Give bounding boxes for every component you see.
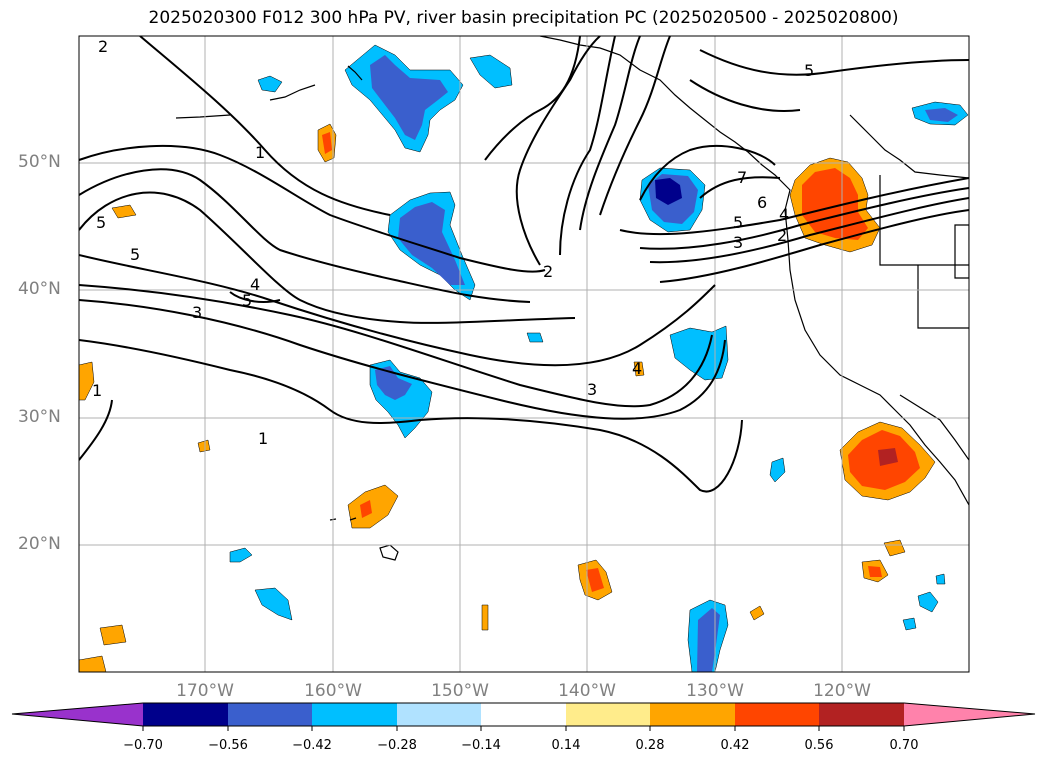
lon-label: 130°W — [686, 681, 744, 701]
colorbar-bin — [397, 703, 481, 726]
precip-negative-area — [229, 547, 253, 563]
contour-label: 5 — [242, 291, 252, 310]
precip-negative-area — [526, 332, 544, 343]
contour-label: 1 — [92, 381, 102, 400]
precip-negative-area — [902, 617, 917, 631]
map-title: 2025020300 F012 300 hPa PV, river basin … — [148, 8, 899, 28]
contour-label: 3 — [733, 233, 743, 252]
colorbar-tick-label: 0.14 — [551, 738, 581, 753]
precip-negative-area — [398, 202, 465, 285]
precip-positive-area — [111, 204, 137, 219]
precip-positive-area — [360, 500, 372, 518]
contour-label: 5 — [733, 213, 743, 232]
contour-label: 4 — [250, 275, 260, 294]
lat-label: 50°N — [18, 152, 61, 172]
contour-label: 5 — [130, 245, 140, 264]
contour-label: 3 — [192, 303, 202, 322]
lat-label: 40°N — [18, 279, 61, 299]
contour-label: 4 — [779, 205, 789, 224]
lon-label: 140°W — [558, 681, 616, 701]
lon-label: 160°W — [304, 681, 362, 701]
contour-label: 2 — [777, 226, 787, 245]
lat-label: 30°N — [18, 407, 61, 427]
precip-positive-area — [633, 361, 645, 377]
precip-negative-area — [669, 325, 729, 381]
contour-label: 1 — [255, 143, 265, 162]
colorbar-bin — [481, 703, 566, 726]
contour-label: 2 — [98, 37, 108, 56]
precip-negative-area — [254, 587, 293, 621]
precip-positive-area — [79, 361, 95, 401]
contour-label: 5 — [96, 213, 106, 232]
precip-positive-area — [802, 168, 868, 240]
precip-positive-area — [197, 439, 211, 453]
precip-negative-area — [257, 75, 283, 93]
colorbar-tick-label: 0.28 — [635, 738, 665, 753]
colorbar-bin — [143, 703, 228, 726]
precip-positive-area — [79, 655, 107, 672]
precip-shading — [79, 44, 969, 672]
precip-negative-area — [925, 108, 958, 122]
colorbar-bin — [735, 703, 819, 726]
colorbar — [11, 702, 1036, 731]
colorbar-bin — [650, 703, 735, 726]
contour-label: 6 — [757, 193, 767, 212]
precip-positive-area — [868, 566, 882, 577]
precip-negative-area — [370, 55, 448, 140]
lat-label: 20°N — [18, 534, 61, 554]
lon-label: 150°W — [431, 681, 489, 701]
precip-positive-area — [878, 448, 898, 466]
colorbar-tick-label: −0.70 — [123, 738, 163, 753]
colorbar-tick-label: −0.42 — [292, 738, 332, 753]
precip-negative-area — [469, 54, 513, 89]
colorbar-under-triangle — [12, 703, 143, 726]
precip-positive-area — [749, 605, 765, 621]
lon-label: 170°W — [176, 681, 234, 701]
contour-label: 3 — [587, 380, 597, 399]
colorbar-bin — [228, 703, 312, 726]
gridlines — [79, 36, 969, 672]
precip-negative-area — [655, 178, 682, 205]
colorbar-bin — [566, 703, 650, 726]
precip-positive-area — [481, 604, 489, 631]
colorbar-tick-label: 0.56 — [804, 738, 834, 753]
precip-positive-area — [99, 624, 127, 646]
contour-label: 5 — [804, 61, 814, 80]
precip-positive-area — [586, 568, 604, 592]
colorbar-bin — [312, 703, 397, 726]
plot-frame — [78, 35, 970, 673]
colorbar-over-triangle — [904, 703, 1035, 726]
precip-negative-area — [697, 608, 720, 672]
contour-label: 4 — [632, 359, 642, 378]
precip-positive-area — [322, 132, 332, 154]
coastlines — [175, 36, 969, 561]
lon-label: 120°W — [813, 681, 871, 701]
pv-contour-labels: 2 1 5 5 4 3 5 1 1 2 3 4 5 7 6 5 4 3 2 — [92, 37, 814, 448]
colorbar-tick-label: −0.14 — [461, 738, 501, 753]
colorbar-tick-label: 0.70 — [889, 738, 919, 753]
colorbar-tick-label: −0.56 — [208, 738, 248, 753]
contour-label: 2 — [543, 262, 553, 281]
precip-negative-area — [375, 366, 412, 400]
precip-negative-area — [917, 591, 939, 613]
precip-negative-area — [935, 573, 946, 585]
precip-positive-area — [883, 539, 906, 557]
precip-negative-area — [769, 457, 786, 483]
colorbar-tick-label: −0.28 — [377, 738, 417, 753]
colorbar-tick-label: 0.42 — [720, 738, 750, 753]
contour-label: 1 — [258, 429, 268, 448]
colorbar-bin — [819, 703, 904, 726]
precip-positive-area — [347, 484, 399, 529]
pv-contours — [79, 36, 969, 493]
contour-label: 7 — [737, 168, 747, 187]
